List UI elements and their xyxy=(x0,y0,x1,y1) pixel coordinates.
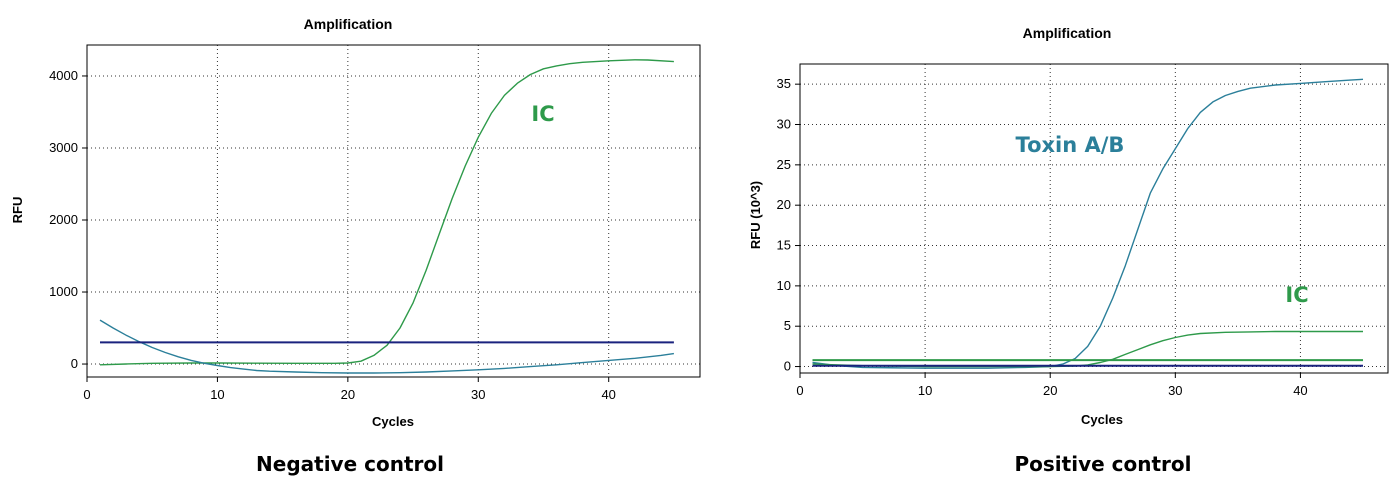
grid xyxy=(87,45,700,377)
y-tick-label: 0 xyxy=(71,356,78,371)
x-tick-label: 40 xyxy=(1293,383,1307,398)
y-tick-label: 35 xyxy=(777,76,791,91)
series-line-ic xyxy=(812,330,1363,368)
plot-frame xyxy=(799,63,1389,374)
x-tick-label: 30 xyxy=(471,387,485,402)
series-label-ic: IC xyxy=(531,102,554,126)
x-tick-label: 0 xyxy=(83,387,90,402)
series-lines xyxy=(812,78,1364,369)
plot-frame xyxy=(86,44,701,378)
caption-negative-control: Negative control xyxy=(256,452,444,476)
chart-title: Amplification xyxy=(304,16,393,32)
x-tick-label: 20 xyxy=(341,387,355,402)
y-axis-label: RFU (10^3) xyxy=(748,181,763,249)
x-axis-label: Cycles xyxy=(1081,412,1123,427)
series-line-toxin-a-b xyxy=(812,78,1364,369)
x-tick-label: 0 xyxy=(796,383,803,398)
x-tick-label: 10 xyxy=(210,387,224,402)
y-tick-label: 2000 xyxy=(49,212,78,227)
series-label-ic: IC xyxy=(1285,283,1308,307)
chart-positive-control: Amplification Cycles RFU (10^3) 0 10 20 30 4… xyxy=(748,25,1389,476)
series-lines xyxy=(99,59,674,374)
y-tick-label: 30 xyxy=(777,117,791,132)
caption-positive-control: Positive control xyxy=(1015,452,1192,476)
y-tick-label: 20 xyxy=(777,197,791,212)
ticks: 0 10 20 30 40 0 5 10 15 20 25 30 35 xyxy=(777,76,1308,398)
x-tick-label: 40 xyxy=(601,387,615,402)
series-line-ic xyxy=(99,59,674,366)
y-axis-label: RFU xyxy=(10,197,25,224)
x-tick-label: 30 xyxy=(1168,383,1182,398)
y-tick-label: 3000 xyxy=(49,140,78,155)
x-tick-label: 10 xyxy=(918,383,932,398)
y-tick-label: 5 xyxy=(784,318,791,333)
y-tick-label: 15 xyxy=(777,238,791,253)
grid xyxy=(800,64,1388,373)
chart-title: Amplification xyxy=(1023,25,1112,41)
y-tick-label: 10 xyxy=(777,278,791,293)
y-tick-label: 0 xyxy=(784,359,791,374)
chart-negative-control: Amplification Cycles RFU 0 10 20 30 40 0 1000 2… xyxy=(10,16,701,476)
y-tick-label: 1000 xyxy=(49,284,78,299)
x-tick-label: 20 xyxy=(1043,383,1057,398)
x-axis-label: Cycles xyxy=(372,414,414,429)
series-label-toxin-ab: Toxin A/B xyxy=(1016,133,1125,157)
y-tick-label: 25 xyxy=(777,157,791,172)
ticks: 0 10 20 30 40 0 1000 2000 3000 4000 xyxy=(49,68,616,402)
y-tick-label: 4000 xyxy=(49,68,78,83)
series-line-baseline xyxy=(99,319,674,374)
